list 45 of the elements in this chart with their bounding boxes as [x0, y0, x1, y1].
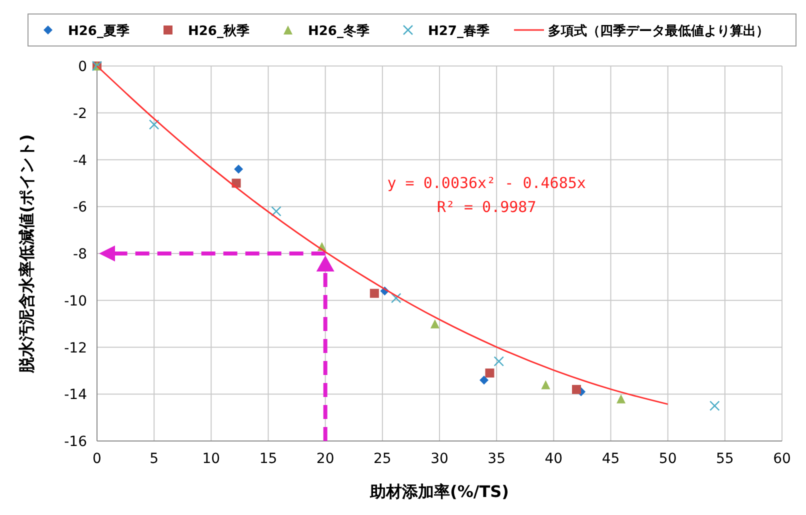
x-tick-label: 30 — [430, 451, 448, 467]
x-tick-label: 25 — [374, 451, 392, 467]
x-axis-title: 助材添加率(%/TS) — [369, 482, 509, 501]
point — [485, 368, 494, 378]
y-tick-label: -14 — [64, 387, 88, 404]
y-tick-label: -16 — [64, 434, 88, 450]
point — [234, 164, 244, 174]
x-tick-label: 40 — [544, 451, 563, 467]
x-tick-label: 45 — [602, 451, 620, 467]
x-tick-label: 35 — [488, 451, 506, 467]
x-tick-label: 15 — [259, 451, 278, 467]
y-tick-label: -10 — [64, 293, 87, 310]
x-tick-label: 55 — [716, 451, 734, 467]
legend-label: H27_春季 — [428, 23, 490, 39]
point — [541, 380, 550, 390]
point — [494, 356, 504, 366]
legend-label: H26_夏季 — [68, 23, 130, 39]
point — [370, 288, 379, 298]
y-tick-label: -6 — [73, 200, 88, 216]
legend-label: 多項式（四季データ最低値より算出） — [548, 23, 769, 39]
point — [390, 292, 402, 304]
y-tick-label: 0 — [78, 59, 87, 75]
annotation: y = 0.0036x² - 0.4685x — [387, 174, 586, 192]
point — [709, 400, 720, 411]
legend-label: H26_冬季 — [308, 23, 370, 39]
point — [616, 394, 626, 404]
x-tick-label: 10 — [202, 451, 220, 467]
annotation: R² = 0.9987 — [436, 198, 536, 216]
x-tick-label: 60 — [773, 451, 791, 467]
point — [480, 376, 489, 385]
y-tick-label: -8 — [73, 246, 87, 262]
x-tick-label: 0 — [92, 451, 102, 467]
y-axis-title: 脱水汚泥含水率低減値(ポイント) — [17, 134, 36, 374]
point — [572, 384, 581, 394]
y-tick-label: -2 — [73, 106, 87, 122]
legend-label: H26_秋季 — [188, 23, 250, 39]
point — [430, 319, 440, 328]
x-tick-label: 50 — [658, 451, 677, 467]
point — [232, 178, 241, 188]
point — [148, 119, 160, 130]
y-tick-label: -12 — [64, 340, 87, 356]
x-tick-label: 5 — [150, 451, 159, 467]
point — [271, 206, 282, 216]
y-tick-label: -4 — [73, 152, 88, 169]
x-tick-label: 20 — [316, 451, 334, 467]
